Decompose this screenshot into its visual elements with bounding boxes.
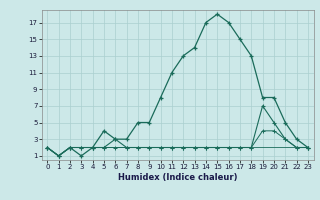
X-axis label: Humidex (Indice chaleur): Humidex (Indice chaleur): [118, 173, 237, 182]
